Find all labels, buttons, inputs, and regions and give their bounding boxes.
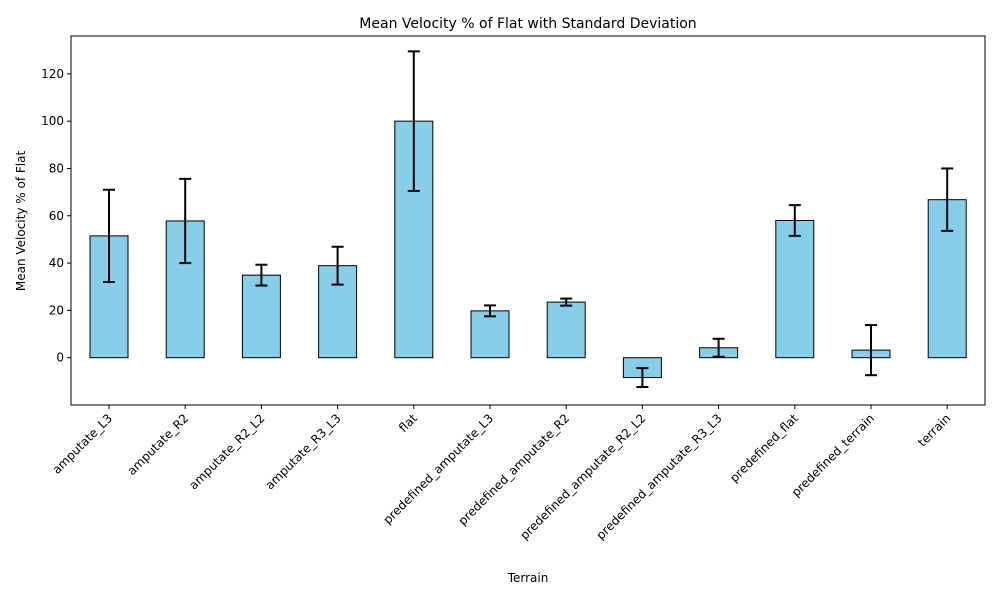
- bar-amputate_R2_L2: [241, 274, 281, 359]
- error-bar-amputate_R2: [179, 177, 192, 265]
- bar-predefined_amputate_R2: [546, 301, 586, 359]
- y-tick-label: 20: [49, 303, 64, 317]
- x-tick-label: amputate_L3: [50, 411, 116, 477]
- y-tick-label: 0: [56, 351, 64, 365]
- error-bar-amputate_L3: [103, 188, 115, 283]
- y-tick-label: 120: [41, 67, 64, 81]
- y-axis-title: Mean Velocity % of Flat: [14, 151, 28, 292]
- bar-predefined_amputate_L3: [470, 310, 510, 359]
- y-tick-label: 100: [41, 114, 64, 128]
- x-tick-label: terrain: [915, 411, 953, 449]
- chart-title: Mean Velocity % of Flat with Standard De…: [359, 16, 696, 32]
- error-bar-predefined_amputate_L3: [484, 304, 496, 318]
- error-bar-predefined_amputate_R2_L2: [636, 367, 649, 389]
- error-bar-predefined_amputate_R3_L3: [712, 337, 725, 358]
- error-bar-amputate_R3_L3: [331, 245, 344, 286]
- x-tick-label: predefined_amputate_R2_L2: [517, 411, 648, 542]
- plot-frame: [70, 35, 986, 406]
- x-tick-label: amputate_R2: [125, 411, 192, 478]
- x-tick-label: flat: [396, 411, 420, 435]
- x-tick-label: amputate_R2_L2: [186, 411, 267, 492]
- x-tick-label: amputate_R3_L3: [263, 411, 344, 492]
- y-tick-label: 80: [49, 161, 64, 175]
- error-bar-amputate_R2_L2: [255, 263, 268, 287]
- bar-predefined_flat: [775, 220, 815, 359]
- x-tick-label: predefined_flat: [727, 411, 801, 485]
- error-bar-flat: [407, 50, 420, 192]
- error-bar-predefined_terrain: [865, 324, 877, 377]
- x-tick-label: predefined_terrain: [789, 411, 877, 499]
- error-bar-terrain: [941, 167, 954, 232]
- x-tick-label: predefined_amputate_R3_L3: [594, 411, 725, 542]
- x-axis-title: Terrain: [507, 571, 549, 585]
- y-tick-label: 40: [49, 256, 64, 270]
- error-bar-predefined_amputate_R2: [560, 297, 573, 307]
- y-tick-label: 60: [49, 209, 64, 223]
- error-bar-predefined_flat: [788, 204, 801, 237]
